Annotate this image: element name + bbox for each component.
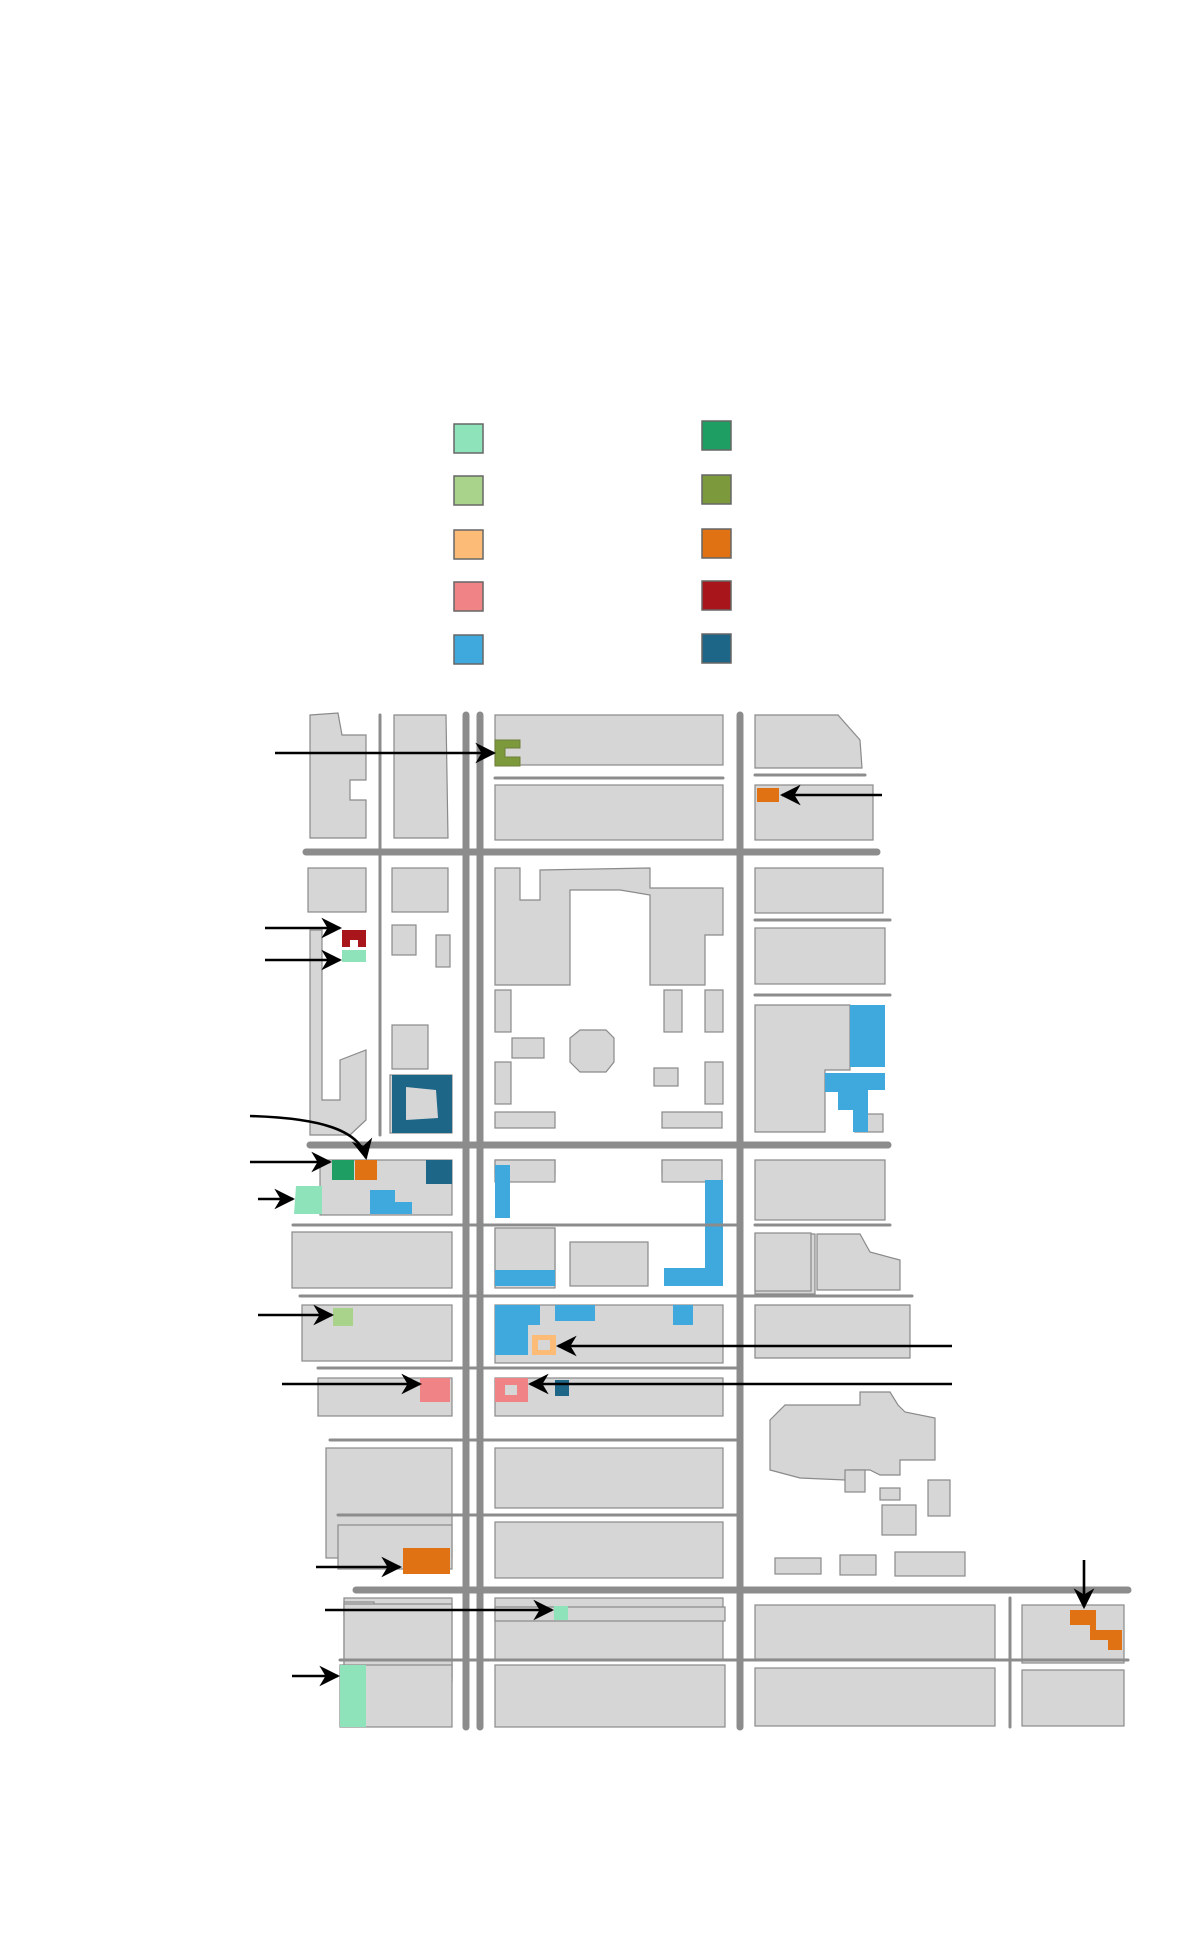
building-mint-1 [342,950,366,962]
building-mint-4 [340,1665,366,1727]
building-pink-1 [420,1378,450,1402]
roads [291,711,1132,1731]
building-light-blue-6 [495,1270,555,1286]
arrow-5 [249,1114,373,1161]
building-light-blue-4 [495,1165,510,1218]
legend-swatch-light-blue [453,634,484,665]
building-dark-blue-3 [555,1380,569,1396]
legend-swatch-dark-blue [701,633,732,664]
building-mint-2 [294,1186,322,1214]
legend-swatch-light-orange [453,529,484,560]
legend [453,420,732,665]
building-olive [494,739,521,767]
legend-swatch-light-green [453,475,484,506]
building-dark-green [332,1160,354,1180]
legend-swatch-mint [453,423,484,454]
building-light-blue-1 [850,1005,885,1067]
building-dark-red [342,930,366,947]
building-light-blue-3 [370,1190,412,1214]
building-orange-3 [403,1548,450,1574]
building-light-blue-7 [495,1305,540,1355]
building-pink-2 [495,1378,528,1402]
legend-swatch-dark-red [701,580,732,611]
building-light-blue-5 [664,1180,723,1286]
building-orange-4 [1070,1610,1122,1650]
building-dark-blue-2 [426,1160,452,1184]
building-dark-blue-1 [392,1075,452,1133]
building-light-blue-9 [673,1305,693,1325]
building-orange-2 [355,1160,377,1180]
building-orange-top [757,788,779,802]
legend-swatch-olive [701,474,732,505]
legend-swatch-dark-green [701,420,732,451]
legend-swatch-orange [701,528,732,559]
buildings [291,712,1125,1728]
highlighted-buildings [294,739,1122,1727]
building-light-orange [532,1335,556,1355]
building-light-blue-8 [555,1305,595,1321]
building-mint-3 [554,1606,568,1620]
legend-swatch-pink [453,581,484,612]
building-light-blue-2 [825,1073,885,1132]
arrows [249,742,1095,1687]
building-light-green [333,1308,353,1326]
